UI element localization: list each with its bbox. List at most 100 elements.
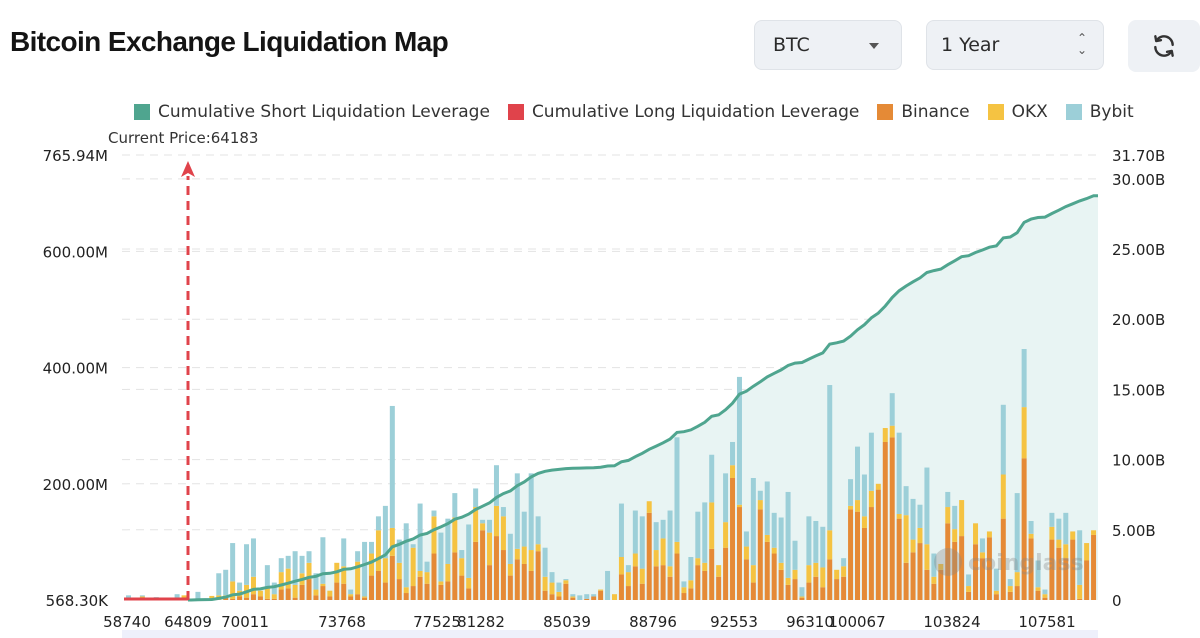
bar-bybit (868, 432, 874, 491)
legend-label: Bybit (1089, 102, 1134, 122)
x-tick-label: 70011 (221, 613, 269, 631)
bar-binance (264, 598, 270, 600)
x-tick-label: 73768 (318, 613, 366, 631)
bar-okx (355, 561, 361, 595)
legend-item-okx[interactable]: OKX (987, 102, 1048, 122)
bar-binance (973, 544, 979, 600)
bar-okx (834, 569, 840, 580)
chevron-down-icon (869, 43, 879, 49)
bar-okx (959, 500, 965, 537)
bar-binance (584, 598, 590, 600)
y-right-tick-label: 15.00B (1112, 381, 1165, 399)
bar-okx (931, 576, 937, 584)
bar-binance (375, 570, 381, 600)
bar-okx (1049, 526, 1055, 540)
bar-binance (507, 575, 513, 600)
bar-okx (709, 502, 715, 549)
bar-okx (924, 544, 930, 570)
bar-okx (403, 587, 409, 594)
bar-binance (861, 527, 867, 600)
bar-binance (320, 586, 326, 600)
bar-okx (230, 581, 236, 599)
bar-bybit (639, 516, 645, 569)
bar-bybit (1042, 589, 1048, 595)
time-range-select[interactable]: 1 Year ⌃ ⌄ (926, 20, 1104, 70)
bar-bybit (1021, 349, 1027, 408)
bar-bybit (348, 589, 354, 595)
bar-binance (743, 559, 749, 600)
bar-bybit (1056, 518, 1062, 540)
bar-okx (695, 558, 701, 566)
x-tick-label: 88796 (629, 613, 677, 631)
bar-okx (278, 572, 284, 590)
bar-okx (612, 594, 617, 600)
bar-binance (452, 552, 458, 600)
bar-binance (1049, 539, 1055, 600)
bar-okx (667, 566, 673, 577)
bar-binance (625, 586, 631, 600)
bar-okx (1021, 407, 1027, 459)
zoom-slider-track[interactable] (122, 630, 1098, 638)
bar-binance (750, 582, 756, 600)
bar-bybit (688, 557, 694, 581)
y-right-tick-label: 0 (1112, 592, 1122, 610)
bar-bybit (174, 594, 180, 600)
y-axis-left: 765.94M 600.00M 400.00M 200.00M 568.30K (43, 147, 110, 610)
legend-label: Binance (901, 102, 970, 122)
bar-binance (257, 596, 263, 600)
bar-okx (1084, 543, 1090, 561)
bar-okx (389, 527, 395, 556)
bar-binance (1021, 458, 1027, 600)
bar-bybit (945, 491, 951, 508)
bar-bybit (993, 568, 999, 591)
bar-okx (382, 558, 388, 583)
bar-binance (813, 576, 819, 600)
legend-item-long[interactable]: Cumulative Long Liquidation Leverage (507, 102, 859, 122)
bar-binance (716, 576, 722, 600)
bar-bybit (702, 502, 708, 563)
bar-bybit (556, 582, 562, 592)
bar-bybit (459, 550, 465, 559)
legend-item-short[interactable]: Cumulative Short Liquidation Leverage (134, 102, 490, 122)
x-tick-label: 96310 (786, 613, 834, 631)
symbol-select[interactable]: BTC (754, 20, 902, 70)
bar-binance (410, 586, 416, 600)
bar-binance (348, 596, 354, 600)
bar-okx (910, 539, 916, 553)
bar-binance (1091, 534, 1097, 600)
legend-item-bybit[interactable]: Bybit (1065, 102, 1134, 122)
bar-binance (757, 509, 763, 600)
bar-binance (493, 536, 499, 600)
bar-bybit (292, 551, 298, 585)
bar-bybit (306, 551, 312, 563)
bar-binance (424, 583, 430, 600)
bar-binance (709, 548, 715, 600)
bar-binance (986, 537, 992, 600)
y-right-tick-label: 25.00B (1112, 241, 1165, 259)
refresh-button[interactable] (1128, 20, 1200, 72)
bar-binance (730, 477, 736, 600)
bar-okx (646, 501, 652, 513)
bar-okx (396, 562, 402, 580)
bar-okx (306, 562, 312, 580)
bar-bybit (250, 538, 256, 577)
bar-okx (570, 596, 576, 598)
legend-label: Cumulative Short Liquidation Leverage (158, 102, 490, 122)
bar-okx (730, 465, 736, 478)
bar-bybit (403, 523, 409, 588)
legend-item-binance[interactable]: Binance (877, 102, 970, 122)
bar-bybit (480, 519, 486, 524)
bar-binance (889, 437, 895, 600)
bar-okx (973, 523, 979, 545)
bar-bybit (855, 446, 860, 501)
bar-binance (855, 511, 860, 600)
bar-binance (903, 562, 909, 600)
bar-bybit (709, 454, 715, 503)
bar-binance (341, 583, 347, 600)
bar-binance (549, 594, 555, 600)
bar-bybit (757, 490, 763, 501)
bar-okx (1056, 539, 1062, 548)
bar-okx (945, 507, 951, 524)
bar-binance (959, 536, 965, 600)
